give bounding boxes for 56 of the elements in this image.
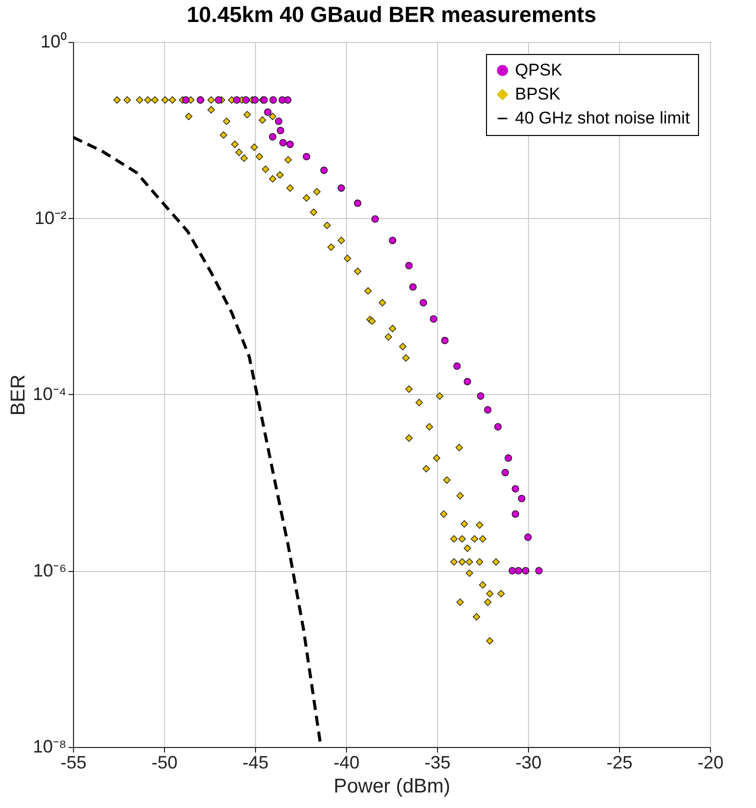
point <box>320 166 328 174</box>
point <box>512 510 520 518</box>
point <box>279 139 287 146</box>
x-axis-title: Power (dBm) <box>334 776 450 798</box>
point <box>182 96 190 104</box>
point <box>502 468 509 476</box>
x-tick-label: -40 <box>333 752 360 772</box>
legend-label: BPSK <box>515 84 562 104</box>
point <box>484 406 492 414</box>
point <box>269 133 276 140</box>
point <box>522 567 530 574</box>
point <box>251 96 259 104</box>
legend-label: 40 GHz shot noise limit <box>515 108 690 128</box>
y-axis-title: BER <box>8 374 30 416</box>
point <box>354 200 362 207</box>
x-tick-label: -45 <box>242 752 269 772</box>
y-tick-label: 10⁻⁴ <box>32 384 66 404</box>
point <box>286 140 294 148</box>
point <box>420 299 428 306</box>
x-tick-label: -20 <box>697 752 724 772</box>
point <box>535 567 543 574</box>
legend-label: QPSK <box>515 60 563 80</box>
x-tick-label: -50 <box>151 752 178 772</box>
point <box>518 494 526 502</box>
point <box>338 184 345 192</box>
point <box>464 378 472 386</box>
point <box>275 118 282 125</box>
point <box>512 485 520 492</box>
point <box>430 315 438 323</box>
point <box>453 362 461 370</box>
chart-title: 10.45km 40 GBaud BER measurements <box>186 2 596 27</box>
x-tick-label: -30 <box>515 752 542 772</box>
point <box>302 153 310 160</box>
point <box>242 96 250 104</box>
point <box>214 96 222 104</box>
point <box>441 336 448 344</box>
point <box>514 567 522 574</box>
point <box>405 262 413 270</box>
point <box>264 108 272 116</box>
point <box>477 392 484 400</box>
y-tick-label: 10⁰ <box>40 32 66 52</box>
point <box>409 283 417 291</box>
point <box>494 423 502 430</box>
point <box>508 567 516 574</box>
point <box>270 96 277 104</box>
point <box>524 534 532 541</box>
point <box>284 96 292 104</box>
x-tick-label: -35 <box>424 752 451 772</box>
point <box>276 126 284 134</box>
y-tick-label: 10⁻² <box>34 208 67 228</box>
point <box>371 215 379 223</box>
x-tick-label: -25 <box>606 752 633 772</box>
point <box>504 454 512 462</box>
point <box>233 96 240 104</box>
point <box>388 236 396 244</box>
y-tick-label: 10⁻⁶ <box>33 560 66 580</box>
